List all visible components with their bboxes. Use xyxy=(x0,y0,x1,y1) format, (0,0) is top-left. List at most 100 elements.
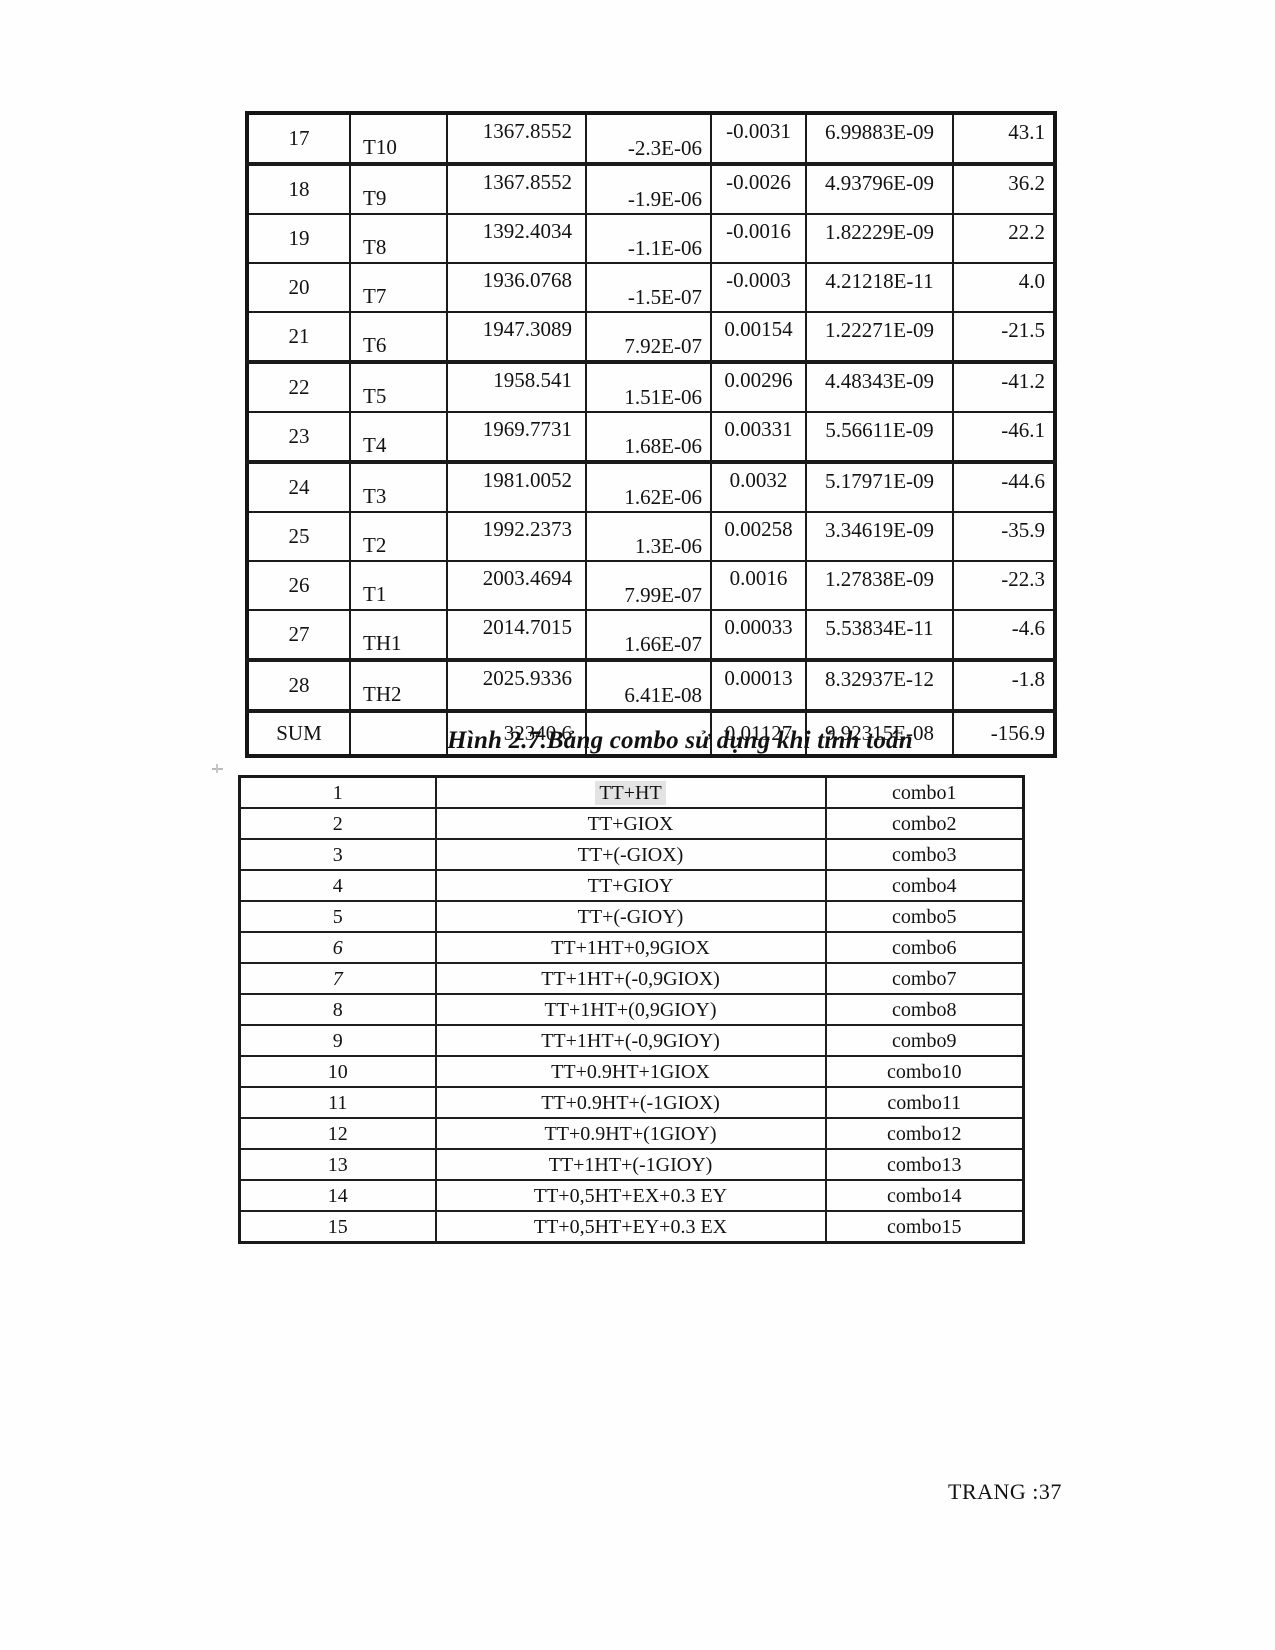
combo-row: 8 TT+1HT+(0,9GIOY) combo8 xyxy=(238,993,1025,1026)
results-row-cell-v4: 5.17971E-09 xyxy=(805,461,954,513)
results-row-cell-v3: -0.0031 xyxy=(710,112,807,166)
results-row-cell-no: 26 xyxy=(246,560,351,611)
combo-row-cell-no: 13 xyxy=(238,1148,437,1181)
combo-row-cell-formula: TT+1HT+(-0,9GIOY) xyxy=(434,1024,827,1057)
page-number: TRANG :37 xyxy=(948,1479,1062,1504)
results-row: 25 T2 1992.2373 1.3E-06 0.00258 3.34619E-09 -3… xyxy=(246,511,1056,562)
results-row-cell-no: 22 xyxy=(246,361,351,413)
results-row-cell-v1: 32340.6 xyxy=(446,710,587,757)
results-row: 17 T10 1367.8552 -2.3E-06 -0.0031 6.99883E-09… xyxy=(246,112,1056,166)
results-row-cell-label: T9 xyxy=(349,163,448,215)
results-row-cell-no: SUM xyxy=(246,710,351,757)
results-row-cell-v5: -46.1 xyxy=(952,411,1056,464)
results-row-cell-v3: 0.01127 xyxy=(710,710,807,757)
results-row-cell-v4: 1.22271E-09 xyxy=(805,311,954,364)
combo-row-cell-no: 14 xyxy=(238,1179,437,1212)
results-row-cell-v1: 1958.541 xyxy=(446,361,587,413)
combo-row: 10 TT+0.9HT+1GIOX combo10 xyxy=(238,1055,1025,1088)
results-row-cell-v3: 0.00258 xyxy=(710,511,807,562)
combo-row-cell-formula: TT+1HT+(0,9GIOY) xyxy=(434,993,827,1026)
results-row-cell-label: TH1 xyxy=(349,609,448,662)
combo-row-cell-name: combo15 xyxy=(824,1210,1025,1244)
combo-row-cell-no: 6 xyxy=(238,931,437,964)
combo-row-cell-no: 11 xyxy=(238,1086,437,1119)
results-row-cell-label xyxy=(349,710,448,757)
figure-caption: Hình 2.7.Bảng combo sử dụng khi tính toá… xyxy=(447,727,913,754)
combo-table: 1 TT+HT combo1 2 TT+GIOX combo2 3 TT+(-GIOX) com… xyxy=(238,775,1025,1244)
results-row-cell-v2: 1.66E-07 xyxy=(585,609,712,662)
results-row-cell-v5: -44.6 xyxy=(952,461,1056,513)
results-row-cell-no: 27 xyxy=(246,609,351,662)
combo-row-cell-formula: TT+(-GIOY) xyxy=(434,900,827,933)
results-row-cell-no: 20 xyxy=(246,262,351,313)
results-row-cell-v5: -156.9 xyxy=(952,710,1056,757)
combo-row-cell-name: combo11 xyxy=(824,1086,1025,1119)
results-row-cell-v5: -22.3 xyxy=(952,560,1056,611)
results-row-cell-no: 19 xyxy=(246,213,351,264)
results-row-cell-v4: 3.34619E-09 xyxy=(805,511,954,562)
results-row-cell-v2: -2.3E-06 xyxy=(585,112,712,166)
results-row-cell-no: 21 xyxy=(246,311,351,364)
results-row-cell-v4: 1.27838E-09 xyxy=(805,560,954,611)
results-row-cell-v5: -1.8 xyxy=(952,659,1056,713)
results-row-cell-v1: 1936.0768 xyxy=(446,262,587,313)
results-row-cell-v5: 43.1 xyxy=(952,112,1056,166)
results-row-cell-label: T3 xyxy=(349,461,448,513)
results-row-cell-v4: 1.82229E-09 xyxy=(805,213,954,264)
combo-row: 11 TT+0.9HT+(-1GIOX) combo11 xyxy=(238,1086,1025,1119)
results-row-cell-v3: 0.00154 xyxy=(710,311,807,364)
results-row-cell-no: 28 xyxy=(246,659,351,713)
combo-row-cell-formula: TT+0,5HT+EX+0.3 EY xyxy=(434,1179,827,1212)
combo-row-cell-name: combo1 xyxy=(824,775,1025,809)
results-row-cell-v5: -41.2 xyxy=(952,361,1056,413)
results-row-cell-label: T5 xyxy=(349,361,448,413)
combo-row: 2 TT+GIOX combo2 xyxy=(238,807,1025,840)
combo-row-cell-name: combo13 xyxy=(824,1148,1025,1181)
combo-row-cell-formula: TT+0.9HT+1GIOX xyxy=(434,1055,827,1088)
results-row-cell-v3: -0.0026 xyxy=(710,163,807,215)
results-row: 24 T3 1981.0052 1.62E-06 0.0032 5.17971E-09 -4… xyxy=(246,461,1056,513)
combo-row: 9 TT+1HT+(-0,9GIOY) combo9 xyxy=(238,1024,1025,1057)
combo-row-cell-formula: TT+1HT+(-0,9GIOX) xyxy=(434,962,827,995)
results-row-cell-v3: 0.00013 xyxy=(710,659,807,713)
results-row-cell-v2 xyxy=(585,710,712,757)
combo-row-cell-formula: TT+0,5HT+EY+0.3 EX xyxy=(434,1210,827,1244)
results-row: 20 T7 1936.0768 -1.5E-07 -0.0003 4.21218E-11 4… xyxy=(246,262,1056,313)
combo-row-cell-no: 10 xyxy=(238,1055,437,1088)
results-row-cell-v4: 5.53834E-11 xyxy=(805,609,954,662)
results-row-cell-v2: 1.3E-06 xyxy=(585,511,712,562)
results-row-cell-v1: 1969.7731 xyxy=(446,411,587,464)
combo-row-cell-name: combo3 xyxy=(824,838,1025,871)
results-row-cell-v5: 22.2 xyxy=(952,213,1056,264)
results-row-cell-v4: 9.92315E-08 xyxy=(805,710,954,757)
results-row-cell-v5: -35.9 xyxy=(952,511,1056,562)
combo-row-cell-formula: TT+1HT+(-1GIOY) xyxy=(434,1148,827,1181)
combo-row: 7 TT+1HT+(-0,9GIOX) combo7 xyxy=(238,962,1025,995)
results-row-cell-v2: -1.9E-06 xyxy=(585,163,712,215)
results-row: 19 T8 1392.4034 -1.1E-06 -0.0016 1.82229E-09 2… xyxy=(246,213,1056,264)
combo-row-cell-formula: TT+0.9HT+(1GIOY) xyxy=(434,1117,827,1150)
results-row: 22 T5 1958.541 1.51E-06 0.00296 4.48343E-09 -4… xyxy=(246,361,1056,413)
combo-row-cell-name: combo9 xyxy=(824,1024,1025,1057)
results-row-cell-v2: -1.1E-06 xyxy=(585,213,712,264)
results-row-cell-v3: 0.0016 xyxy=(710,560,807,611)
results-row-cell-v4: 6.99883E-09 xyxy=(805,112,954,166)
results-row-cell-no: 17 xyxy=(246,112,351,166)
combo-row-cell-name: combo12 xyxy=(824,1117,1025,1150)
results-row-cell-v4: 4.21218E-11 xyxy=(805,262,954,313)
results-table: 17 T10 1367.8552 -2.3E-06 -0.0031 6.99883E-09… xyxy=(245,111,1057,758)
combo-row-cell-formula: TT+GIOX xyxy=(434,807,827,840)
combo-row-cell-name: combo7 xyxy=(824,962,1025,995)
highlighted-text: TT+HT xyxy=(595,780,666,805)
results-row-cell-v4: 5.56611E-09 xyxy=(805,411,954,464)
results-row-cell-v1: 1992.2373 xyxy=(446,511,587,562)
results-row-cell-label: TH2 xyxy=(349,659,448,713)
combo-row-cell-no: 12 xyxy=(238,1117,437,1150)
results-row-cell-v2: -1.5E-07 xyxy=(585,262,712,313)
results-row-cell-v3: 0.00296 xyxy=(710,361,807,413)
results-row-cell-no: 18 xyxy=(246,163,351,215)
results-row-cell-v4: 8.32937E-12 xyxy=(805,659,954,713)
results-row-cell-v1: 1981.0052 xyxy=(446,461,587,513)
results-row-cell-v3: -0.0016 xyxy=(710,213,807,264)
